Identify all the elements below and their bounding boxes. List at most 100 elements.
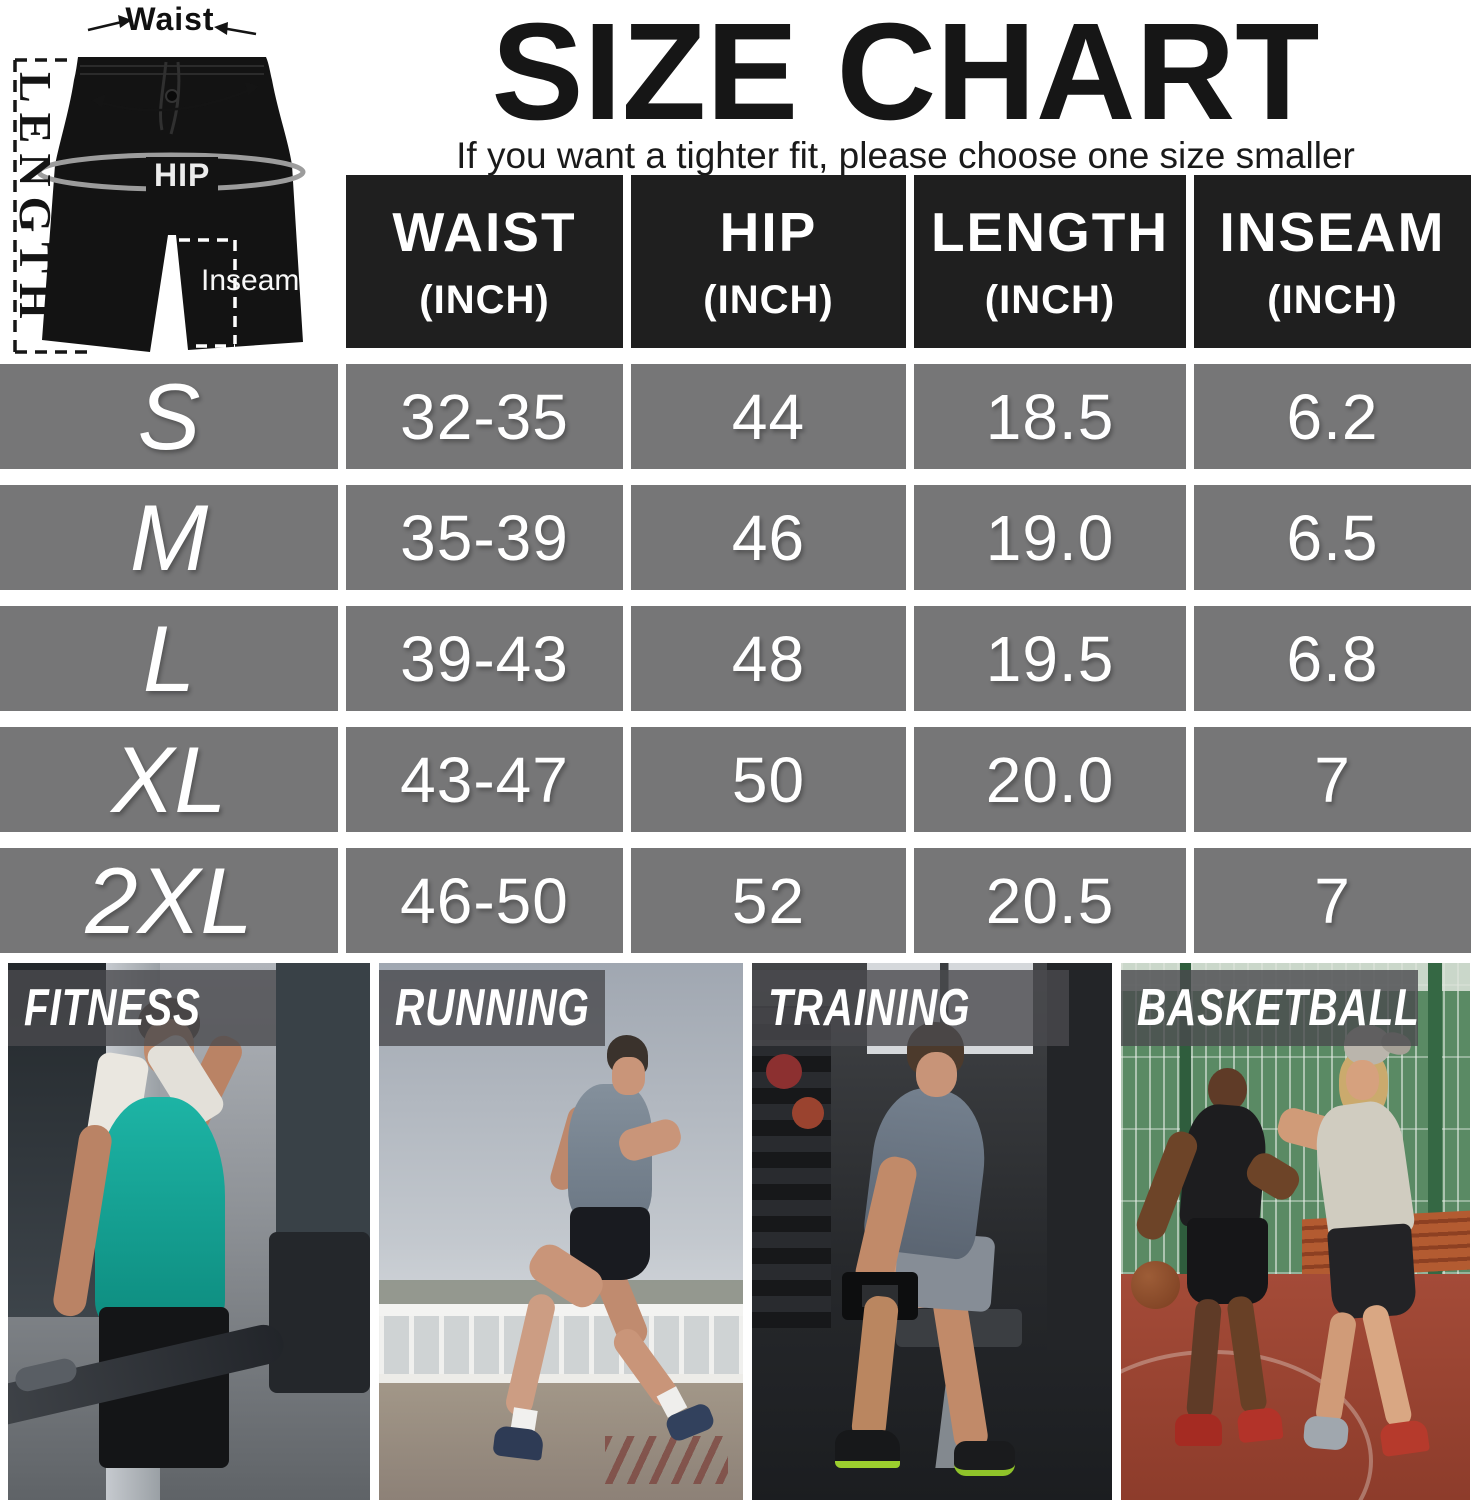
cell-value: 44 — [731, 380, 806, 453]
row-s-inseam: 6.2 — [1194, 364, 1471, 469]
weight-plate — [791, 1097, 824, 1130]
photo-label-bar: BASKETBALL — [1121, 970, 1420, 1046]
bridge-railing — [379, 1303, 743, 1316]
drawstring — [169, 61, 181, 135]
cell-value: 43-47 — [400, 743, 569, 816]
photo-label-bar: TRAINING — [752, 970, 1069, 1046]
bridge-railing — [379, 1315, 743, 1374]
basketball — [1131, 1261, 1181, 1310]
row-s-hip: 44 — [631, 364, 906, 469]
col-header-unit: (INCH) — [984, 278, 1116, 322]
player1-shorts — [1187, 1218, 1268, 1304]
waist-arc-arrowhead — [245, 82, 259, 96]
cell-value: 6.2 — [1286, 380, 1379, 453]
shorts-diagram-svg — [13, 15, 306, 354]
col-header-label: WAIST — [392, 201, 577, 263]
row-s-size: S — [0, 364, 338, 469]
photo-fitness: FITNESS — [8, 963, 370, 1500]
row-2xl-length: 20.5 — [914, 848, 1186, 953]
row-m-length: 19.0 — [914, 485, 1186, 590]
bridge-railing — [379, 1373, 743, 1384]
cell-value: 20.0 — [985, 743, 1115, 816]
waist-arrow-right-head — [214, 22, 228, 35]
cell-value: 48 — [731, 622, 806, 695]
training-shoe — [953, 1440, 1015, 1476]
inseam-measure-label: Inseam — [201, 264, 300, 297]
waist-arrow-left-head — [118, 15, 132, 28]
row-m-waist: 35-39 — [346, 485, 623, 590]
cell-value: 20.5 — [985, 864, 1115, 937]
cell-value: 6.5 — [1286, 501, 1379, 574]
activity-photo-gallery: FITNESS RUNNING — [0, 963, 1471, 1500]
row-l-length: 19.5 — [914, 606, 1186, 711]
size-label: XL — [111, 726, 227, 832]
cell-value: 35-39 — [400, 501, 569, 574]
hip-measure-label: HIP — [146, 157, 219, 193]
shorts-silhouette — [42, 57, 303, 352]
photo-label: TRAINING — [768, 979, 971, 1037]
col-header-hip: HIP (INCH) — [631, 175, 906, 348]
cell-value: 39-43 — [400, 622, 569, 695]
player1-shoe — [1175, 1414, 1223, 1447]
table-corner-spacer — [0, 175, 338, 348]
col-header-label: LENGTH — [930, 201, 1170, 263]
photo-running: RUNNING — [379, 963, 743, 1500]
photo-label: RUNNING — [395, 979, 590, 1037]
cell-value: 18.5 — [985, 380, 1115, 453]
col-header-length: LENGTH (INCH) — [914, 175, 1186, 348]
waist-arrow-right — [221, 26, 257, 36]
size-label: S — [137, 363, 201, 469]
col-header-unit: (INCH) — [419, 278, 550, 322]
drawstring — [159, 61, 168, 131]
row-2xl-waist: 46-50 — [346, 848, 623, 953]
title-block: SIZE CHART If you want a tighter fit, pl… — [340, 0, 1471, 177]
player2-shoe — [1302, 1414, 1350, 1451]
col-header-unit: (INCH) — [703, 278, 834, 322]
cell-value: 46 — [731, 501, 806, 574]
row-l-waist: 39-43 — [346, 606, 623, 711]
cell-value: 19.5 — [985, 622, 1115, 695]
page-title: SIZE CHART — [491, 0, 1320, 149]
size-label: L — [142, 605, 196, 711]
row-m-inseam: 6.5 — [1194, 485, 1471, 590]
col-header-waist: WAIST (INCH) — [346, 175, 623, 348]
row-m-size: M — [0, 485, 338, 590]
cell-value: 32-35 — [400, 380, 569, 453]
row-s-waist: 32-35 — [346, 364, 623, 469]
row-2xl-hip: 52 — [631, 848, 906, 953]
row-m-hip: 46 — [631, 485, 906, 590]
cell-value: 7 — [1314, 864, 1351, 937]
cell-value: 6.8 — [1286, 622, 1379, 695]
cell-value: 7 — [1314, 743, 1351, 816]
drawstring-knot — [165, 89, 179, 103]
row-xl-length: 20.0 — [914, 727, 1186, 832]
photo-label: BASKETBALL — [1137, 979, 1420, 1037]
row-s-length: 18.5 — [914, 364, 1186, 469]
row-l-hip: 48 — [631, 606, 906, 711]
waist-arc — [91, 84, 260, 112]
player1-shoe — [1236, 1406, 1284, 1444]
length-measure-label: LENGTH — [10, 72, 61, 329]
col-header-label: HIP — [719, 201, 818, 263]
col-header-inseam: INSEAM (INCH) — [1194, 175, 1471, 348]
waist-measure-label: Waist — [125, 1, 215, 37]
row-xl-size: XL — [0, 727, 338, 832]
player2-face — [1346, 1059, 1380, 1100]
row-xl-hip: 50 — [631, 727, 906, 832]
row-l-inseam: 6.8 — [1194, 606, 1471, 711]
col-header-unit: (INCH) — [1267, 278, 1398, 322]
col-header-label: INSEAM — [1219, 201, 1446, 263]
photo-basketball: BASKETBALL — [1121, 963, 1470, 1500]
photo-training: TRAINING — [752, 963, 1112, 1500]
row-l-size: L — [0, 606, 338, 711]
road-markings — [604, 1435, 729, 1484]
training-shoe — [834, 1430, 900, 1468]
weight-rack — [752, 1005, 832, 1329]
size-label: 2XL — [85, 847, 253, 953]
weight-plate — [766, 1054, 803, 1090]
cell-value: 19.0 — [985, 501, 1115, 574]
cell-value: 52 — [731, 864, 806, 937]
row-2xl-size: 2XL — [0, 848, 338, 953]
fence-post — [1180, 963, 1191, 1275]
